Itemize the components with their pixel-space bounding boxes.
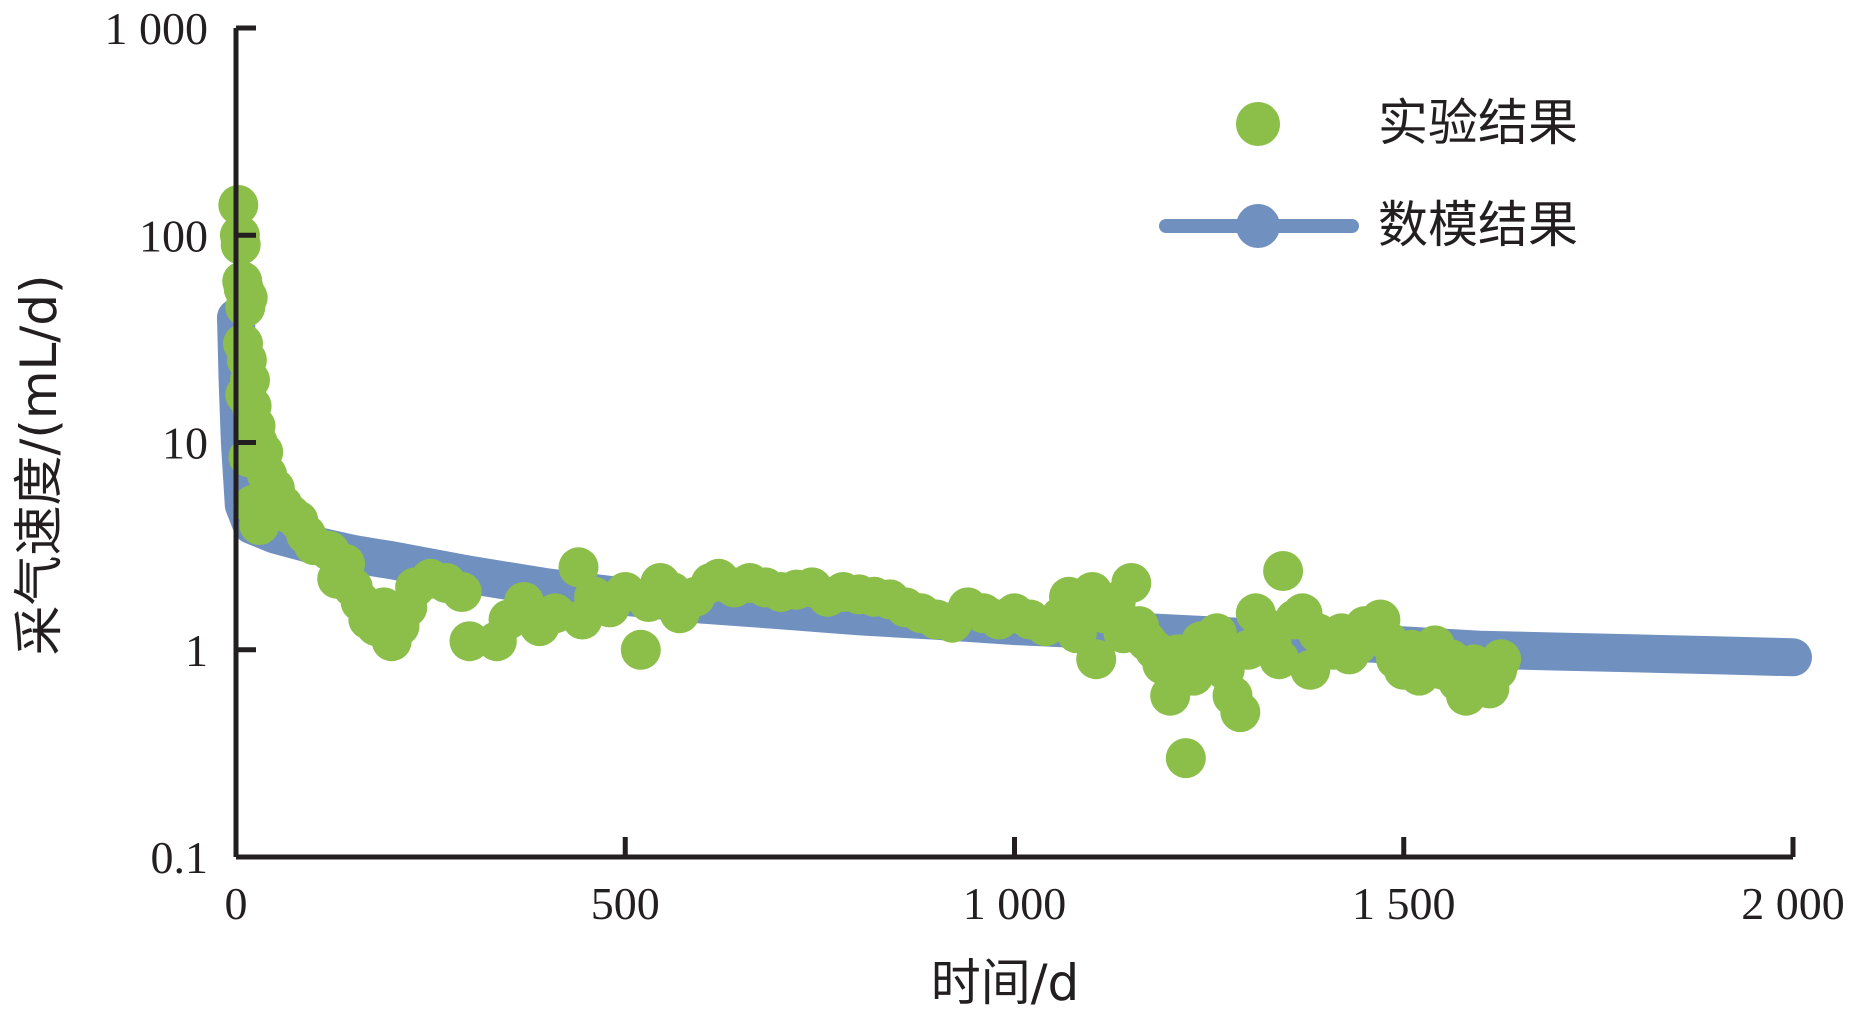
data-point-experiment-101: [1196, 613, 1237, 654]
data-point-experiment-110: [1263, 551, 1304, 591]
x-tick-label-1: 500: [591, 878, 660, 929]
x-tick-label-2: 1 000: [963, 878, 1067, 929]
y-tick-label-3: 100: [139, 210, 208, 261]
data-point-experiment-109: [1259, 639, 1300, 680]
legend-label-experiment: 实验结果: [1378, 94, 1578, 152]
y-tick-label-2: 10: [162, 418, 208, 469]
axes: 0.1 1 10 100 1 000 0 500 1 000 1 500 2 000: [105, 3, 1845, 929]
y-axis-title: 采气速度/(mL/d): [10, 274, 68, 655]
legend-marker-experiment: [1236, 102, 1280, 146]
data-point-experiment-104: [1220, 692, 1261, 733]
x-axis-title: 时间/d: [931, 954, 1080, 1012]
data-point-experiment-47: [558, 547, 599, 588]
plot-series: [217, 185, 1812, 779]
data-point-experiment-86: [1076, 639, 1117, 680]
data-point-experiment-138: [1481, 639, 1522, 680]
y-tick-label-4: 1 000: [105, 3, 209, 54]
data-point-experiment-40: [441, 572, 482, 612]
data-point-experiment-52: [620, 629, 661, 670]
data-point-experiment-97: [1165, 738, 1206, 779]
data-point-experiment-90: [1111, 563, 1152, 603]
legend-label-model: 数模结果: [1378, 196, 1578, 254]
x-tick-label-0: 0: [225, 878, 248, 929]
y-tick-label-0: 0.1: [151, 832, 209, 883]
x-tick-label-4: 2 000: [1741, 878, 1845, 929]
x-tick-label-3: 1 500: [1352, 878, 1456, 929]
y-tick-label-1: 1: [185, 625, 208, 676]
legend-marker-model: [1236, 204, 1280, 248]
data-point-experiment-2: [220, 224, 261, 265]
